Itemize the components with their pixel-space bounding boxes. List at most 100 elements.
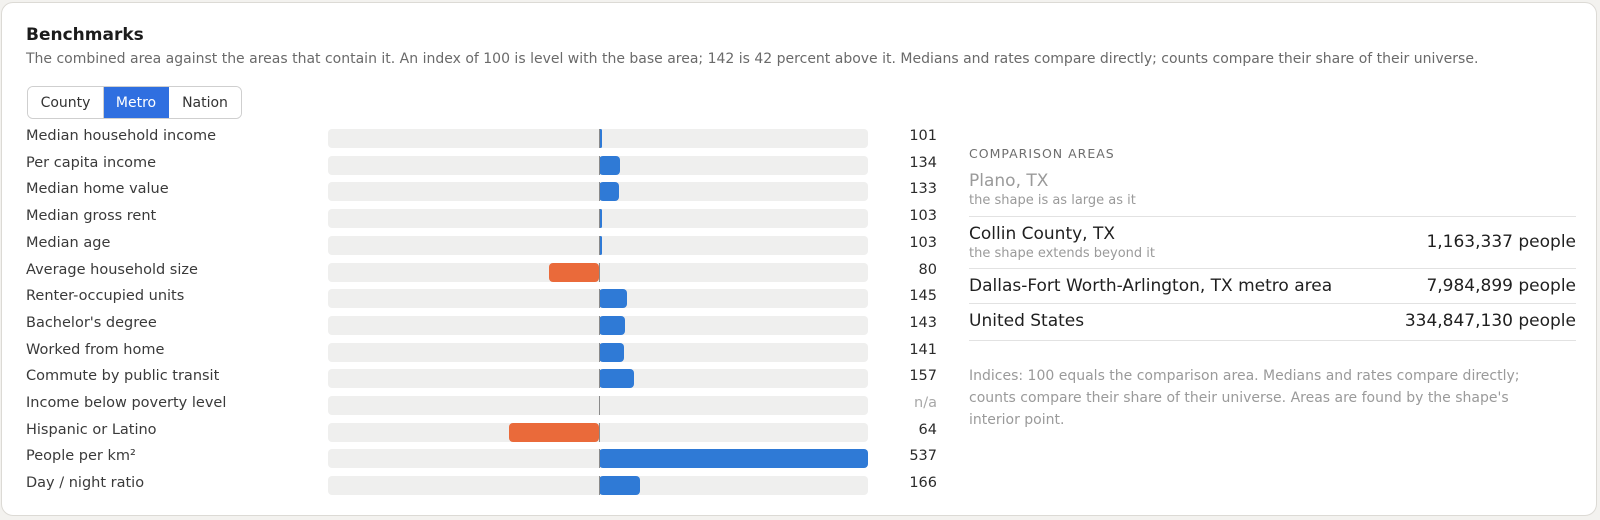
metric-baseline [599, 209, 600, 229]
metric-label: Per capita income [26, 154, 157, 171]
metric-value: 141 [909, 341, 937, 358]
metric-baseline [599, 129, 600, 148]
metric-baseline [599, 315, 600, 335]
metric-index-bar [599, 315, 626, 335]
tab-nation[interactable]: Nation [169, 87, 241, 118]
area-row-united-states: United States 334,847,130 people [969, 303, 1576, 341]
tab-county[interactable]: County [28, 87, 104, 118]
metric-value: 133 [909, 181, 937, 198]
metric-bar-track [328, 155, 868, 175]
metric-value: 143 [909, 314, 937, 331]
metric-bar-track [328, 182, 868, 202]
metric-row: Income below poverty level n/a [2, 392, 942, 418]
metric-label: Worked from home [26, 341, 165, 358]
metric-label: Renter-occupied units [26, 288, 185, 305]
metric-label: Median gross rent [26, 208, 157, 225]
metric-label: Average household size [26, 261, 198, 278]
metric-value: n/a [914, 395, 937, 411]
metric-label: Commute by public transit [26, 368, 220, 385]
area-population: 1,163,337 people [1426, 232, 1576, 252]
metric-index-bar [549, 262, 599, 282]
metric-index-bar [599, 155, 620, 175]
metric-label: Day / night ratio [26, 475, 145, 492]
area-name: United States [969, 311, 1085, 331]
metric-baseline [599, 369, 600, 389]
metric-bar-track [328, 209, 868, 229]
metric-bar-track [328, 315, 868, 335]
metric-index-bar [509, 422, 599, 442]
metric-index-bar [599, 289, 627, 309]
metric-row: Commute by public transit 157 [2, 365, 942, 391]
metric-row: Hispanic or Latino 64 [2, 419, 942, 445]
metric-label: Hispanic or Latino [26, 421, 157, 438]
metric-label: Income below poverty level [26, 395, 227, 411]
metric-label: People per km² [26, 448, 136, 465]
metric-index-bar [599, 235, 602, 255]
metric-label: Median age [26, 234, 111, 251]
area-population: 334,847,130 people [1404, 311, 1576, 331]
metric-row: Median home value 133 [2, 178, 942, 204]
metric-baseline [599, 182, 600, 202]
metric-row: People per km² 537 [2, 445, 942, 471]
metric-baseline [599, 289, 600, 309]
metric-bar-track [328, 369, 868, 389]
metric-baseline [599, 396, 600, 415]
metric-label: Median home value [26, 181, 169, 198]
metric-value: 134 [909, 154, 937, 171]
metric-bar-track [328, 396, 868, 415]
metric-baseline [599, 449, 600, 469]
metric-row: Per capita income 134 [2, 152, 942, 178]
metric-baseline [599, 476, 600, 496]
metric-row: Median household income 101 [2, 125, 942, 151]
metric-baseline [599, 342, 600, 362]
metric-row: Bachelor's degree 143 [2, 312, 942, 338]
metric-index-bar [599, 342, 625, 362]
area-row-collin-county: Collin County, TX the shape extends beyo… [969, 216, 1576, 269]
tab-metro[interactable]: Metro [104, 87, 169, 118]
area-note: the shape extends beyond it [969, 246, 1156, 261]
area-row-plano: Plano, TX the shape is as large as it [969, 168, 1576, 217]
metric-value: 64 [918, 421, 937, 438]
metric-value: 103 [909, 208, 937, 225]
card-subtitle: The combined area against the areas that… [26, 51, 1479, 67]
metric-bar-track [328, 289, 868, 309]
area-note: the shape is as large as it [969, 193, 1136, 208]
metric-row: Average household size 80 [2, 259, 942, 285]
metric-baseline [599, 422, 600, 442]
metric-label: Median household income [26, 128, 217, 144]
comparison-areas-heading: COMPARISON AREAS [969, 146, 1115, 161]
area-row-dfw-metro: Dallas-Fort Worth-Arlington, TX metro ar… [969, 268, 1576, 304]
metric-baseline [599, 262, 600, 282]
metric-baseline [599, 155, 600, 175]
area-name: Collin County, TX [969, 224, 1116, 244]
metric-label: Bachelor's degree [26, 314, 157, 331]
metric-index-bar [599, 476, 640, 496]
metric-row: Day / night ratio 166 [2, 472, 942, 498]
area-name: Dallas-Fort Worth-Arlington, TX metro ar… [969, 276, 1333, 296]
metric-index-bar [599, 129, 602, 148]
metric-row: Median age 103 [2, 232, 942, 258]
comparison-footnote: Indices: 100 equals the comparison area.… [969, 368, 1520, 428]
metric-row: Worked from home 141 [2, 339, 942, 365]
metric-bar-track [328, 476, 868, 496]
metric-index-bar [599, 449, 868, 469]
metric-row: Renter-occupied units 145 [2, 285, 942, 311]
metric-value: 166 [909, 475, 937, 492]
metric-value: 80 [918, 261, 937, 278]
metric-value: 157 [909, 368, 937, 385]
metric-index-bar [599, 369, 635, 389]
metric-index-bar [599, 209, 602, 229]
metric-value: 103 [909, 234, 937, 251]
metric-bar-track [328, 342, 868, 362]
metric-row: Median gross rent 103 [2, 205, 942, 231]
metric-index-bar [599, 182, 620, 202]
metric-bar-track [328, 129, 868, 148]
metric-baseline [599, 235, 600, 255]
metric-value: 101 [909, 128, 937, 144]
card-title: Benchmarks [26, 25, 144, 45]
area-name: Plano, TX [969, 171, 1049, 191]
comparison-tabs: County Metro Nation [27, 86, 242, 119]
metric-value: 145 [909, 288, 937, 305]
metric-bar-track [328, 235, 868, 255]
